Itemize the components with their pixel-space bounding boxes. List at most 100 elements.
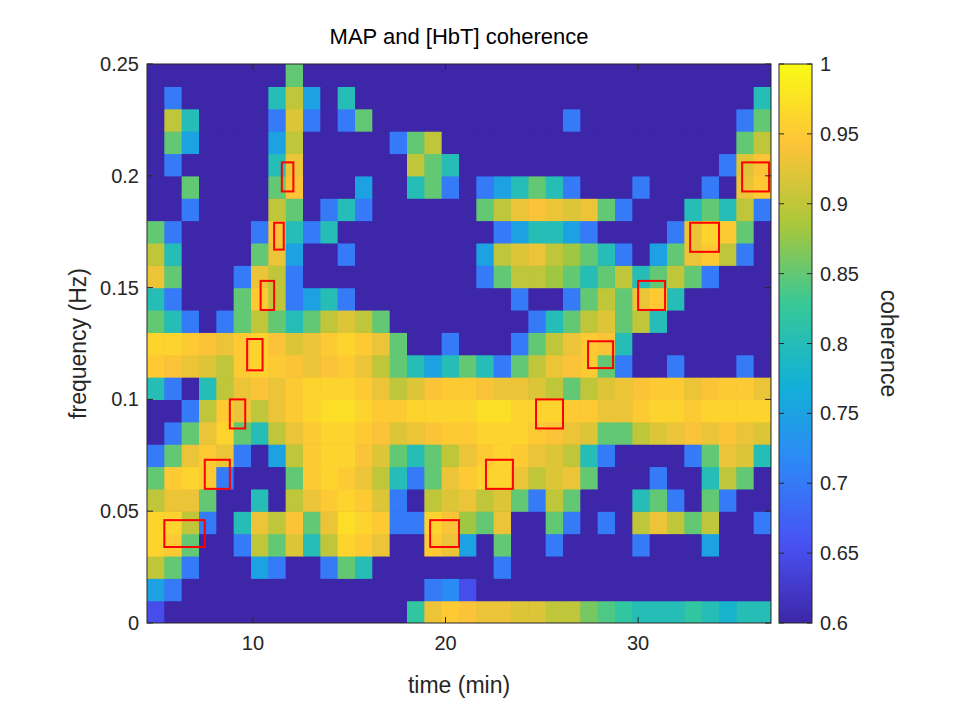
heatmap-cell	[164, 556, 182, 579]
heatmap-cell	[650, 422, 668, 445]
heatmap-cell	[164, 221, 182, 244]
heatmap-cell	[338, 198, 356, 221]
heatmap-cell	[736, 288, 754, 311]
heatmap-cell	[320, 198, 338, 221]
heatmap-cell	[338, 534, 356, 557]
heatmap-cell	[182, 86, 200, 109]
heatmap-cell	[580, 377, 598, 400]
x-tick	[638, 64, 639, 70]
x-tick-label: 30	[627, 632, 649, 654]
heatmap-cell	[563, 310, 581, 333]
heatmap-cell	[303, 377, 321, 400]
heatmap-cell	[303, 489, 321, 512]
heatmap-cell	[320, 601, 338, 623]
heatmap-cell	[199, 86, 217, 109]
y-tick	[147, 287, 153, 288]
heatmap-cell	[407, 64, 425, 87]
heatmap-cell	[199, 332, 217, 355]
heatmap-cell	[650, 310, 668, 333]
heatmap-cell	[147, 243, 165, 266]
heatmap-cell	[268, 131, 286, 154]
heatmap-cell	[372, 489, 390, 512]
colorbar-tick-label: 0.6	[820, 612, 848, 634]
colorbar-tick-label: 0.9	[820, 193, 848, 215]
heatmap-cell	[286, 355, 304, 378]
heatmap-cell	[320, 288, 338, 311]
heatmap-cell	[563, 243, 581, 266]
heatmap-cell	[702, 109, 720, 132]
chart-title: MAP and [HbT] coherence	[330, 24, 589, 49]
heatmap-cell	[511, 332, 529, 355]
heatmap-cell	[390, 489, 408, 512]
heatmap-cell	[719, 489, 737, 512]
heatmap-cell	[164, 534, 182, 557]
heatmap-cell	[632, 511, 650, 534]
heatmap-cell	[563, 221, 581, 244]
heatmap-cell	[338, 288, 356, 311]
heatmap-cell	[511, 355, 529, 378]
heatmap-cell	[199, 422, 217, 445]
heatmap-cell	[494, 310, 512, 333]
heatmap-cell	[268, 489, 286, 512]
heatmap-cell	[511, 153, 529, 176]
heatmap-cell	[390, 86, 408, 109]
heatmap-cell	[632, 153, 650, 176]
heatmap-cell	[424, 422, 442, 445]
heatmap-cell	[355, 109, 373, 132]
heatmap-cell	[684, 534, 702, 557]
heatmap-cell	[338, 377, 356, 400]
heatmap-cell	[736, 511, 754, 534]
heatmap-cell	[199, 578, 217, 601]
heatmap-cell	[684, 131, 702, 154]
heatmap-cell	[268, 511, 286, 534]
heatmap-cell	[528, 221, 546, 244]
heatmap-cell	[442, 332, 460, 355]
heatmap-cell	[615, 355, 633, 378]
heatmap-cell	[476, 489, 494, 512]
heatmap-cell	[650, 534, 668, 557]
heatmap-cell	[407, 444, 425, 467]
heatmap-cell	[528, 377, 546, 400]
heatmap-cell	[598, 466, 616, 489]
heatmap-cell	[424, 221, 442, 244]
heatmap-cell	[268, 601, 286, 623]
heatmap-cell	[407, 109, 425, 132]
heatmap-cell	[719, 86, 737, 109]
heatmap-cell	[216, 176, 234, 199]
heatmap-cell	[736, 466, 754, 489]
heatmap-cell	[632, 243, 650, 266]
heatmap-cell	[182, 422, 200, 445]
heatmap-cell	[390, 288, 408, 311]
heatmap-cell	[702, 489, 720, 512]
heatmap-cell	[476, 578, 494, 601]
heatmap-cell	[234, 355, 252, 378]
heatmap-cell	[615, 310, 633, 333]
heatmap-cell	[182, 109, 200, 132]
heatmap-cell	[667, 332, 685, 355]
heatmap-cell	[390, 265, 408, 288]
heatmap-cell	[528, 578, 546, 601]
heatmap-cell	[563, 288, 581, 311]
heatmap-cell	[580, 511, 598, 534]
heatmap-cell	[147, 288, 165, 311]
heatmap-cell	[563, 422, 581, 445]
heatmap-cell	[164, 489, 182, 512]
heatmap-cell	[251, 422, 269, 445]
heatmap-cell	[424, 556, 442, 579]
heatmap-cell	[251, 243, 269, 266]
heatmap-cell	[320, 243, 338, 266]
heatmap-cell	[303, 109, 321, 132]
heatmap-cell	[476, 310, 494, 333]
heatmap-cell	[355, 377, 373, 400]
heatmap-cell	[164, 399, 182, 422]
heatmap-cell	[390, 377, 408, 400]
heatmap-cell	[286, 466, 304, 489]
heatmap-cell	[372, 377, 390, 400]
heatmap-cell	[164, 466, 182, 489]
heatmap-cell	[234, 310, 252, 333]
heatmap-cell	[147, 377, 165, 400]
heatmap-cell	[563, 109, 581, 132]
x-tick	[638, 617, 639, 623]
heatmap-cell	[286, 556, 304, 579]
heatmap-cell	[528, 176, 546, 199]
